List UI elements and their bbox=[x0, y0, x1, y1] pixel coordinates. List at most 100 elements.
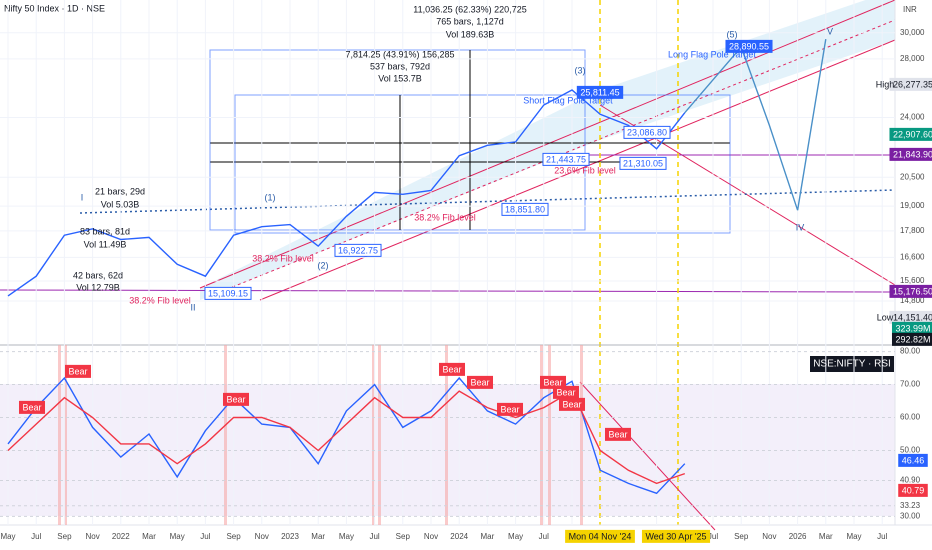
x-tick-label: Sep bbox=[57, 532, 72, 541]
x-tick-label: Jul bbox=[539, 532, 549, 541]
annotation: Vol 189.63B bbox=[446, 29, 495, 39]
series-line bbox=[7, 89, 686, 297]
annotation: High bbox=[876, 79, 895, 89]
annotation: Vol 11.49B bbox=[84, 239, 127, 249]
annotation-box bbox=[222, 392, 250, 406]
x-tick-label: Jul bbox=[708, 532, 718, 541]
x-tick-label: Sep bbox=[226, 532, 241, 541]
signal-bar bbox=[540, 345, 543, 525]
annotation: 15,109.15 bbox=[208, 288, 248, 298]
annotation: Long Flag Pole Target bbox=[668, 49, 756, 59]
x-tick-label: May bbox=[0, 532, 15, 541]
annotation-box bbox=[889, 147, 932, 161]
y-tick-label: 30.00 bbox=[900, 512, 921, 521]
x-tick-label: Nov bbox=[255, 532, 269, 541]
measure-box bbox=[209, 49, 586, 231]
annotation: Bear bbox=[543, 377, 562, 387]
annotation: 46.46 bbox=[902, 455, 925, 465]
y-tick-label: 17,800 bbox=[900, 226, 925, 235]
annotation-box bbox=[64, 364, 92, 378]
chart-title: Nifty 50 Index · 1D · NSE bbox=[4, 3, 105, 13]
annotation-box bbox=[604, 427, 632, 441]
x-tick-label: Sep bbox=[734, 532, 749, 541]
annotation: 23.6% Fib level bbox=[554, 165, 616, 175]
x-tick-label: Jul bbox=[200, 532, 210, 541]
series-line bbox=[684, 38, 827, 211]
x-tick-label: May bbox=[339, 532, 354, 541]
annotation: Short Flag Pole Target bbox=[523, 95, 613, 105]
signal-bar bbox=[445, 345, 448, 525]
annotation: Vol 153.7B bbox=[378, 73, 422, 83]
annotation: 38.2% Fib level bbox=[414, 212, 476, 222]
annotation: 21,443.75 bbox=[546, 154, 586, 164]
annotation: Wed 30 Apr '25 bbox=[645, 531, 706, 541]
channel-fill bbox=[200, 0, 895, 300]
annotation: Bear bbox=[500, 404, 519, 414]
annotation: 23,086.80 bbox=[627, 127, 667, 137]
annotation: 15,176.50 bbox=[893, 286, 932, 296]
signal-bar bbox=[224, 345, 227, 525]
annotation-box bbox=[501, 202, 549, 216]
y-tick-label: 80.00 bbox=[900, 347, 921, 356]
y-tick-label: 50.00 bbox=[900, 446, 921, 455]
y-tick-label: 24,000 bbox=[900, 113, 925, 122]
x-tick-label: 2023 bbox=[281, 532, 299, 541]
annotation-box bbox=[623, 125, 671, 139]
annotation: 18,851.80 bbox=[505, 204, 545, 214]
x-tick-label: 2022 bbox=[112, 532, 130, 541]
measure-box bbox=[234, 94, 731, 234]
x-tick-label: Nov bbox=[424, 532, 438, 541]
annotation: 26,277.35 bbox=[893, 79, 932, 89]
annotation: IV bbox=[796, 222, 805, 232]
x-tick-label: 2024 bbox=[450, 532, 468, 541]
signal-bars bbox=[58, 345, 583, 525]
x-tick-label: 2026 bbox=[789, 532, 807, 541]
annotation: II bbox=[190, 302, 195, 312]
annotation: V bbox=[827, 26, 833, 36]
y-tick-label: 14,800 bbox=[900, 296, 925, 305]
annotation: 38.2% Fib level bbox=[252, 253, 314, 263]
x-tick-label: Sep bbox=[396, 532, 411, 541]
rsi-title-bg bbox=[810, 356, 894, 372]
annotation-box bbox=[558, 397, 586, 411]
y-tick-label: 33.23 bbox=[900, 501, 921, 510]
annotation: Bear bbox=[556, 387, 575, 397]
y-tick-label: 28,000 bbox=[900, 54, 925, 63]
annotation: Bear bbox=[562, 399, 581, 409]
annotation: 16,922.75 bbox=[338, 245, 378, 255]
annotation-box bbox=[889, 284, 932, 298]
annotation: 14,151.40 bbox=[893, 312, 932, 322]
rsi-title: NSE:NIFTY · RSI bbox=[813, 359, 891, 370]
x-tick-label: Mar bbox=[142, 532, 156, 541]
x-tick-label: Jul bbox=[369, 532, 379, 541]
annotation: 323.99M bbox=[895, 323, 930, 333]
annotation: Mon 04 Nov '24 bbox=[569, 531, 632, 541]
y-tick-label: 15,600 bbox=[900, 276, 925, 285]
annotation-box bbox=[334, 243, 382, 257]
annotation: 25,811.45 bbox=[580, 87, 619, 97]
annotation: Vol 12.79B bbox=[76, 282, 120, 292]
annotation: Bear bbox=[226, 394, 245, 404]
y-tick-label: 70.00 bbox=[900, 380, 921, 389]
signal-bar bbox=[372, 345, 375, 525]
currency-label: INR bbox=[903, 5, 917, 14]
annotation: (1) bbox=[265, 192, 276, 202]
annotation: 21,843.90 bbox=[893, 149, 932, 159]
y-tick-label: 60.00 bbox=[900, 413, 921, 422]
annotation-box bbox=[889, 127, 932, 141]
x-tick-label: Jul bbox=[31, 532, 41, 541]
annotation: Low bbox=[877, 312, 894, 322]
signal-bar bbox=[548, 345, 551, 525]
annotation: Bear bbox=[442, 364, 461, 374]
annotation: 21 bars, 29d bbox=[95, 186, 145, 196]
channel-line bbox=[199, 0, 896, 289]
y-tick-label: 20,500 bbox=[900, 172, 925, 181]
annotation-box bbox=[565, 529, 635, 543]
annotation: Bear bbox=[608, 429, 627, 439]
annotation: 38.2% Fib level bbox=[129, 295, 191, 305]
y-tick-label: 19,000 bbox=[900, 201, 925, 210]
trend-line bbox=[79, 189, 896, 214]
x-tick-label: May bbox=[170, 532, 185, 541]
annotation: Bear bbox=[470, 377, 489, 387]
